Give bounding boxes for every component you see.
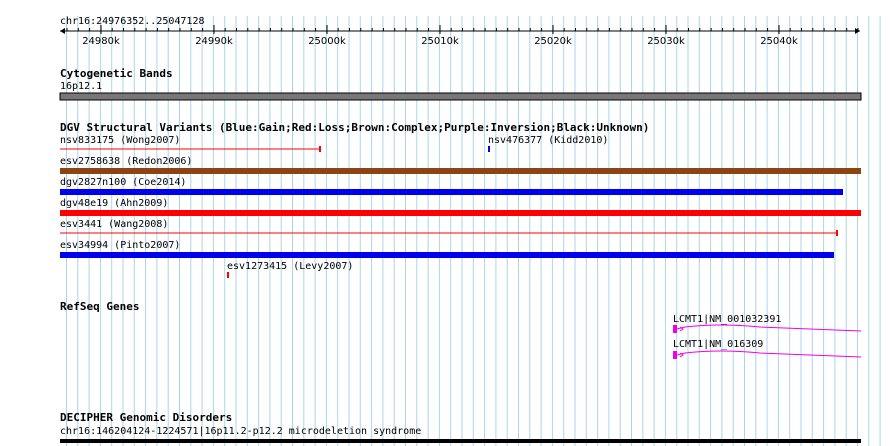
gene-exon[interactable] bbox=[673, 351, 677, 359]
ruler-left-arrow-icon bbox=[60, 28, 65, 34]
gene-label[interactable]: LCMT1|NM_001032391 bbox=[673, 314, 782, 325]
ruler-tick-label: 24990k bbox=[195, 36, 233, 47]
dgv-loss-endcap bbox=[319, 146, 321, 152]
gene-label[interactable]: LCMT1|NM_016309 bbox=[673, 339, 764, 350]
strand-arrow-icon bbox=[679, 352, 684, 358]
dgv-complex-bar[interactable] bbox=[60, 168, 861, 174]
dgv-feature-label[interactable]: esv1273415 (Levy2007) bbox=[227, 261, 354, 272]
decipher-track-title[interactable]: DECIPHER Genomic Disorders bbox=[60, 411, 233, 424]
decipher-feature-bar[interactable] bbox=[60, 439, 861, 443]
ruler-tick-label: 25030k bbox=[647, 36, 685, 47]
strand-arrow-icon bbox=[679, 326, 684, 332]
ruler-tick-label: 24980k bbox=[82, 36, 120, 47]
dgv-gain-bar[interactable] bbox=[60, 189, 843, 195]
dgv-feature-label[interactable]: dgv48e19 (Ahn2009) bbox=[60, 198, 169, 209]
dgv-feature-label[interactable]: esv34994 (Pinto2007) bbox=[60, 240, 181, 251]
dgv-feature-label[interactable]: dgv2827n100 (Coe2014) bbox=[60, 177, 187, 188]
gene-intron-line[interactable] bbox=[676, 350, 862, 358]
location-label: chr16:24976352..25047128 bbox=[60, 16, 205, 27]
dgv-track-title[interactable]: DGV Structural Variants (Blue:Gain;Red:L… bbox=[60, 121, 650, 134]
cytoband-label: 16p12.1 bbox=[60, 81, 103, 92]
dgv-feature-label[interactable]: esv2758638 (Redon2006) bbox=[60, 156, 193, 167]
ruler-tick-label: 25020k bbox=[534, 36, 572, 47]
dgv-gain-mark[interactable] bbox=[488, 146, 490, 152]
dgv-loss-bar[interactable] bbox=[60, 210, 861, 216]
ruler-tick-label: 25040k bbox=[760, 36, 798, 47]
gene-intron-line[interactable] bbox=[676, 324, 862, 332]
dgv-gain-bar[interactable] bbox=[60, 252, 834, 258]
dgv-loss-endcap bbox=[836, 230, 838, 236]
dgv-feature-label[interactable]: nsv476377 (Kidd2010) bbox=[488, 135, 609, 146]
dgv-feature-label[interactable]: nsv833175 (Wong2007) bbox=[60, 135, 181, 146]
dgv-feature-label[interactable]: esv3441 (Wang2008) bbox=[60, 219, 169, 230]
ruler-tick-label: 25000k bbox=[308, 36, 346, 47]
dgv-loss-mark[interactable] bbox=[227, 272, 229, 278]
decipher-feature-label[interactable]: chr16:146204124-1224571|16p11.2-p12.2 mi… bbox=[60, 426, 422, 437]
cytobands-track-title[interactable]: Cytogenetic Bands bbox=[60, 67, 173, 80]
refseq-track-title[interactable]: RefSeq Genes bbox=[60, 300, 140, 313]
gene-exon[interactable] bbox=[673, 325, 677, 333]
cytoband-bar[interactable] bbox=[59, 92, 862, 101]
ruler-tick-label: 25010k bbox=[421, 36, 459, 47]
